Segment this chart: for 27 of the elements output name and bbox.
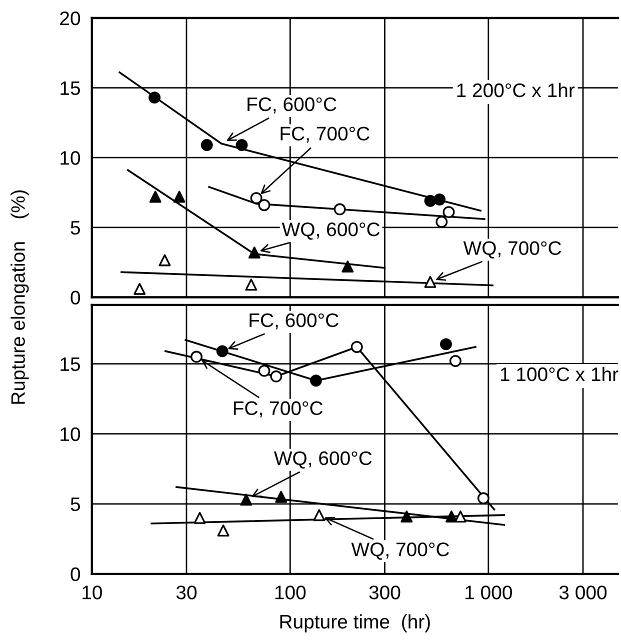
annotation: 1 100°C x 1hr	[500, 366, 618, 382]
x-tick-label: 100	[275, 586, 306, 600]
annotation: FC, 600°C	[248, 97, 336, 114]
y-tick-label: 5	[70, 221, 80, 235]
x-tick-label: 3 000	[559, 586, 607, 600]
y-tick-label: 0	[70, 567, 80, 582]
annotation: 1 200°C x 1hr	[457, 82, 575, 98]
y-axis-title: Rupture elongation (%)	[10, 190, 29, 404]
y-tick-label: 20	[60, 11, 80, 26]
y-tick-label: 10	[60, 427, 80, 442]
annotation: WQ, 700°C	[463, 241, 562, 258]
y-tick-label: 15	[60, 357, 80, 372]
y-tick-label: 5	[70, 498, 80, 512]
annotation: FC, 700°C	[234, 401, 323, 418]
x-tick-label: 30	[176, 586, 197, 600]
annotation: FC, 600°C	[250, 313, 338, 330]
x-axis-title: Rupture time (hr)	[280, 614, 430, 632]
x-tick-label: 300	[369, 586, 400, 600]
x-tick-label: 10	[82, 586, 102, 600]
annotation: WQ, 700°C	[351, 542, 450, 560]
annotation: WQ, 600°C	[274, 451, 372, 469]
y-tick-label: 15	[60, 81, 80, 96]
annotation: WQ, 600°C	[282, 222, 380, 240]
y-tick-label: 0	[70, 290, 80, 304]
y-tick-label: 10	[60, 151, 80, 165]
x-tick-label: 1 000	[466, 586, 512, 600]
annotation: FC, 700°C	[280, 126, 370, 143]
